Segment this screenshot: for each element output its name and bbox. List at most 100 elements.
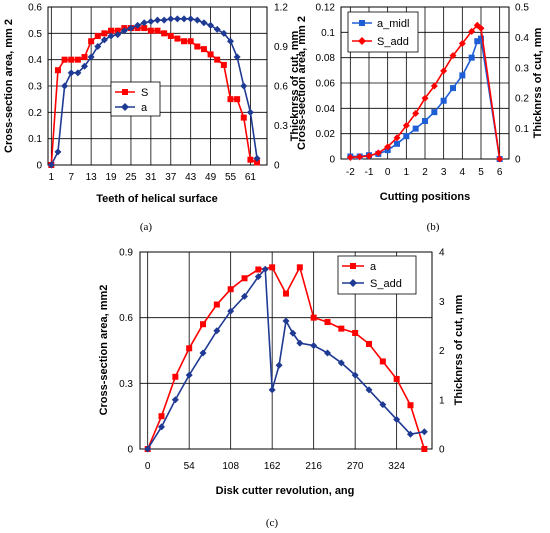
panel-a-point-s: [200, 46, 207, 53]
panel-c-point-s-add: [282, 317, 290, 325]
panel-b-x-tick-label: 0: [385, 167, 391, 178]
panel-a-point-a: [193, 16, 201, 24]
panel-a-point-s: [174, 35, 181, 42]
panel-a-point-a: [200, 19, 208, 27]
panel-c-y2-axis-label: Thicknrss of cut, mm: [453, 294, 465, 405]
panel-a-point-s: [194, 43, 201, 50]
panel-c-point-s-add: [199, 349, 207, 357]
panel-b-chart: -2 -1 0 1 2 3 4 5 6 0 0.02 0.04 0.06 0.08 0.1 0.12 0 0.1 0…: [296, 3, 544, 234]
panel-a-point-a: [54, 148, 62, 156]
panel-a-point-s: [141, 25, 148, 32]
panel-c-y2-tick-label: 1: [439, 395, 445, 406]
panel-a-point-s: [54, 67, 61, 74]
panel-b-point-s-add: [374, 149, 382, 157]
panel-b-point-s-add: [384, 143, 392, 151]
panel-b-point-s-add: [496, 155, 504, 163]
panel-b-point-s-add: [430, 82, 438, 90]
panel-a-y2-tick-label: 0.9: [274, 42, 288, 53]
panel-a-y-tick-label: 0.3: [28, 82, 42, 93]
panel-a-point-s: [154, 27, 161, 34]
panel-a-point-s: [101, 30, 108, 37]
panel-a-x-tick-label: 25: [125, 172, 137, 183]
panel-a-y-tick-label: 0: [36, 161, 42, 172]
panel-c-x-tick-label: 0: [145, 461, 151, 472]
legend-diamond-marker-icon: [349, 279, 357, 287]
panel-a-point-s: [254, 159, 261, 166]
panel-c-series-line-s-add: [147, 267, 425, 450]
panel-a-point-a: [207, 21, 215, 29]
legend-label-a-midl: a_midl: [377, 18, 409, 30]
panel-c-point-a: [172, 373, 179, 380]
panel-a-point-s: [240, 114, 247, 121]
panel-a-point-a: [61, 82, 69, 90]
panel-c-x-tick-label: 216: [305, 461, 322, 472]
panel-b-point-s-add: [393, 134, 401, 142]
panel-b-point-a-midl: [403, 133, 410, 140]
panel-a-point-a: [220, 29, 228, 37]
panel-b-x-tick-label: 4: [460, 167, 466, 178]
panel-a-point-a: [240, 82, 248, 90]
panel-a-point-a: [107, 32, 115, 40]
panel-a-y-tick-label: 0.6: [28, 3, 42, 14]
panel-c-point-s-add: [171, 396, 179, 404]
panel-a-point-s: [147, 27, 154, 34]
panel-a-y-tick-label: 0.2: [28, 108, 42, 119]
panel-a-point-s: [207, 51, 214, 58]
panel-a-point-a: [213, 25, 221, 33]
legend-square-marker-icon: [359, 20, 365, 26]
legend-diamond-marker-icon: [358, 37, 366, 45]
panel-c-point-a: [365, 340, 372, 347]
panel-a-point-s: [68, 56, 75, 63]
panel-b-y2-tick-label: 0: [515, 155, 521, 166]
panel-a-point-a: [87, 53, 95, 61]
panel-c-chart: 0 54 108 162 216 270 324 0 0.3 0.6 0.9 0 1 2 3 4 Disk c…: [98, 248, 465, 530]
panel-c-point-a: [158, 413, 165, 420]
panel-b-y2-tick-label: 0.1: [515, 124, 529, 135]
panel-c-y-axis-label: Cross-section area, mm2: [98, 285, 110, 416]
panel-b-point-s-add: [421, 94, 429, 102]
panel-b-point-a-midl: [422, 118, 428, 124]
panel-b-point-a-midl: [440, 97, 447, 104]
panel-c-legend: a S_add: [337, 255, 417, 295]
panel-c-point-a: [407, 402, 414, 409]
panel-c-x-tick-label: 324: [388, 461, 405, 472]
panel-c-point-s-add: [406, 430, 414, 438]
panel-c-x-tick-label: 54: [184, 461, 196, 472]
panel-c-point-a: [255, 266, 262, 273]
panel-c-point-a: [324, 319, 331, 326]
panel-a-point-s: [74, 56, 81, 63]
panel-b-point-s-add: [468, 27, 476, 35]
legend-label-S: S: [141, 87, 148, 99]
panel-a-point-a: [74, 69, 82, 77]
panel-a-point-a: [180, 15, 188, 23]
panel-a-point-a: [100, 36, 108, 44]
panel-c-y2-tick-label: 0: [439, 445, 445, 456]
panel-a-point-a: [134, 21, 142, 29]
panel-c-point-s-add: [144, 445, 152, 453]
panel-a-x-tick-label: 49: [205, 172, 217, 183]
panel-c-point-a: [213, 301, 220, 308]
legend-label-a: a: [370, 261, 377, 273]
panel-b-point-s-add: [356, 153, 364, 161]
panel-c-point-s-add: [323, 349, 331, 357]
panel-c-point-a: [241, 275, 248, 282]
panel-c-point-s-add: [241, 292, 249, 300]
panel-a-chart: 1 7 13 19 25 31 37 43 49 55 61 0 0.1 0.2 0.3 0.4 0.5 0.6 0…: [3, 3, 301, 234]
panel-c-point-a: [421, 446, 428, 452]
panel-c-point-s-add: [289, 329, 297, 337]
panel-a-x-axis-label: Teeth of helical surface: [96, 193, 217, 205]
panel-c-x-tick-label: 108: [222, 461, 239, 472]
legend-diamond-marker-icon: [121, 103, 129, 111]
panel-a-point-s: [114, 27, 121, 34]
panel-b-y-tick-label: 0.12: [316, 3, 336, 14]
panel-b-y2-tick-label: 0.2: [515, 94, 529, 105]
panel-b-point-s-add: [440, 67, 448, 75]
panel-c-point-s-add: [337, 359, 345, 367]
panel-a-x-tick-label: 31: [145, 172, 157, 183]
panel-a-point-s: [187, 38, 194, 45]
panel-a-point-a: [246, 108, 254, 116]
panel-b-point-a-midl: [459, 72, 466, 79]
panel-a-point-a: [167, 15, 175, 23]
panel-c-point-s-add: [393, 415, 401, 423]
caption-b: (b): [427, 221, 440, 233]
